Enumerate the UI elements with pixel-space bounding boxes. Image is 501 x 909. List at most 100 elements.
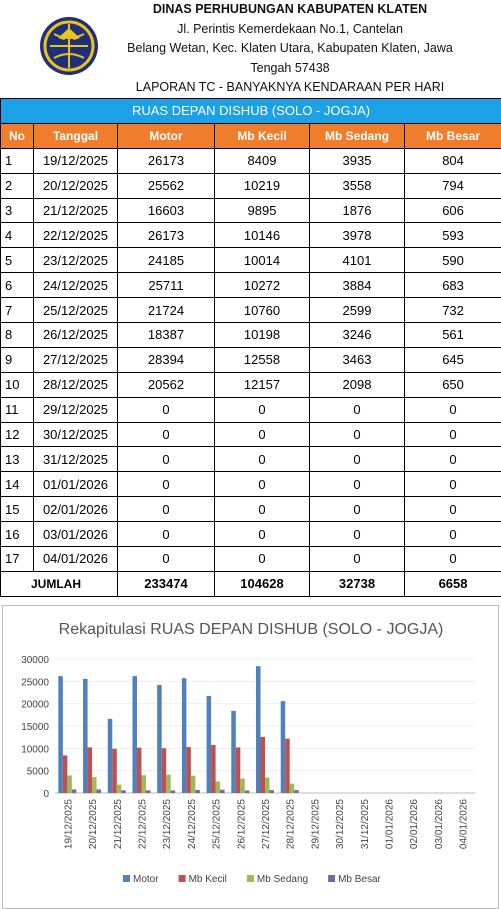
table-cell: 2599	[309, 297, 405, 324]
table-cell: 4	[0, 222, 34, 249]
x-tick-label: 23/12/2025	[162, 799, 173, 849]
table-cell: 794	[403, 172, 501, 199]
bar	[96, 789, 102, 793]
table-cell: 0	[214, 446, 310, 473]
table-cell: 0	[403, 421, 501, 448]
table-cell: 0	[214, 496, 310, 523]
table-cell: 10760	[214, 297, 310, 324]
bar	[231, 710, 236, 793]
x-tick-label: 22/12/2025	[137, 799, 148, 849]
table-cell: 1	[0, 147, 34, 174]
table-cell: 0	[309, 546, 405, 572]
table-cell: 0	[117, 496, 215, 523]
column-header: Mb Kecil	[214, 122, 310, 149]
table-row: 1 19/12/2025 26173 8409 3935 804	[0, 147, 501, 174]
bar	[92, 777, 97, 793]
table-cell: 645	[403, 346, 501, 373]
column-header: Mb Besar	[403, 122, 501, 149]
section-title: RUAS DEPAN DISHUB (SOLO - JOGJA)	[0, 98, 501, 124]
table-cell: 0	[214, 546, 310, 572]
table-cell: 10219	[214, 172, 310, 199]
logo	[40, 17, 98, 75]
x-tick-label: 03/01/2026	[434, 799, 445, 849]
table-cell: 17	[0, 546, 34, 572]
table-row: 5 23/12/2025 24185 10014 4101 590	[0, 247, 501, 274]
table-cell: 0	[117, 471, 215, 498]
table-row: 17 04/01/2026 0 0 0 0	[0, 546, 501, 572]
bar	[181, 678, 187, 793]
table-cell: 8	[0, 322, 34, 348]
bar	[285, 738, 290, 793]
total-value: 32738	[309, 570, 405, 597]
table-cell: 10198	[214, 322, 310, 348]
bar	[256, 666, 261, 793]
x-tick-label: 21/12/2025	[113, 799, 124, 849]
table-cell: 0	[214, 396, 310, 423]
table-cell: 0	[403, 546, 501, 572]
table-cell: 0	[214, 421, 310, 448]
table-row: 8 26/12/2025 18387 10198 3246 561	[0, 322, 501, 348]
table-cell: 26173	[117, 222, 215, 249]
chart-title: Rekapitulasi RUAS DEPAN DISHUB (SOLO - J…	[59, 621, 444, 638]
bar	[244, 790, 250, 793]
bar	[87, 747, 93, 793]
table-cell: 0	[117, 521, 215, 548]
table-cell: 29/12/2025	[33, 396, 118, 423]
legend-swatch	[246, 875, 254, 882]
table-cell: 3558	[309, 172, 405, 199]
total-value: 233474	[117, 570, 215, 597]
bar	[294, 790, 299, 793]
legend-label: Mb Sedang	[257, 874, 308, 885]
table-cell: 18387	[117, 322, 215, 348]
table-cell: 13	[0, 446, 34, 473]
x-tick-label: 28/12/2025	[286, 799, 297, 849]
table-cell: 15	[0, 496, 34, 523]
legend-swatch	[328, 875, 336, 882]
bar	[58, 676, 63, 793]
table-cell: 590	[403, 247, 501, 274]
table-cell: 14	[0, 471, 34, 498]
table-cell: 3463	[309, 346, 405, 373]
chart: Rekapitulasi RUAS DEPAN DISHUB (SOLO - J…	[2, 605, 499, 909]
table-cell: 0	[309, 496, 405, 523]
bar	[107, 718, 113, 793]
table-cell: 12157	[214, 371, 310, 398]
address: Belang Wetan, Kec. Klaten Utara, Kabupat…	[127, 41, 453, 55]
y-tick-label: 5000	[27, 767, 50, 778]
x-tick-label: 19/12/2025	[63, 799, 74, 849]
table-row: 14 01/01/2026 0 0 0 0	[0, 471, 501, 498]
table-cell: 3935	[309, 147, 405, 174]
table-cell: 3	[0, 197, 34, 224]
table-cell: 3884	[309, 272, 405, 299]
table-cell: 12558	[214, 346, 310, 373]
bar	[71, 789, 77, 793]
bar	[280, 701, 286, 793]
bar	[136, 747, 142, 793]
table-cell: 01/01/2026	[33, 471, 118, 498]
address: Jl. Perintis Kemerdekaan No.1, Cantelan	[177, 22, 403, 36]
table-cell: 593	[403, 222, 501, 249]
table-cell: 650	[403, 371, 501, 398]
table-cell: 6	[0, 272, 34, 299]
table-cell: 31/12/2025	[33, 446, 118, 473]
report-title: LAPORAN TC - BANYAKNYA KENDARAAN PER HAR…	[135, 80, 445, 94]
bar	[161, 748, 167, 793]
table-row: 16 03/01/2026 0 0 0 0	[0, 521, 501, 548]
table-cell: 21724	[117, 297, 215, 324]
table-row: 15 02/01/2026 0 0 0 0	[0, 496, 501, 523]
table-cell: 20562	[117, 371, 215, 398]
bar	[269, 790, 274, 793]
table-cell: 10014	[214, 247, 310, 274]
table-cell: 23/12/2025	[33, 247, 118, 274]
table-cell: 2098	[309, 371, 405, 398]
org-title: DINAS PERHUBUNGAN KABUPATEN KLATEN	[152, 2, 428, 16]
x-tick-label: 30/12/2025	[335, 799, 346, 849]
table-cell: 04/01/2026	[33, 546, 118, 572]
table-row: 2 20/12/2025 25562 10219 3558 794	[0, 172, 501, 199]
table-cell: 683	[403, 272, 501, 299]
bar	[220, 789, 225, 793]
bar	[157, 684, 162, 793]
table-cell: 0	[403, 471, 501, 498]
table-cell: 7	[0, 297, 34, 324]
table-cell: 4101	[309, 247, 405, 274]
